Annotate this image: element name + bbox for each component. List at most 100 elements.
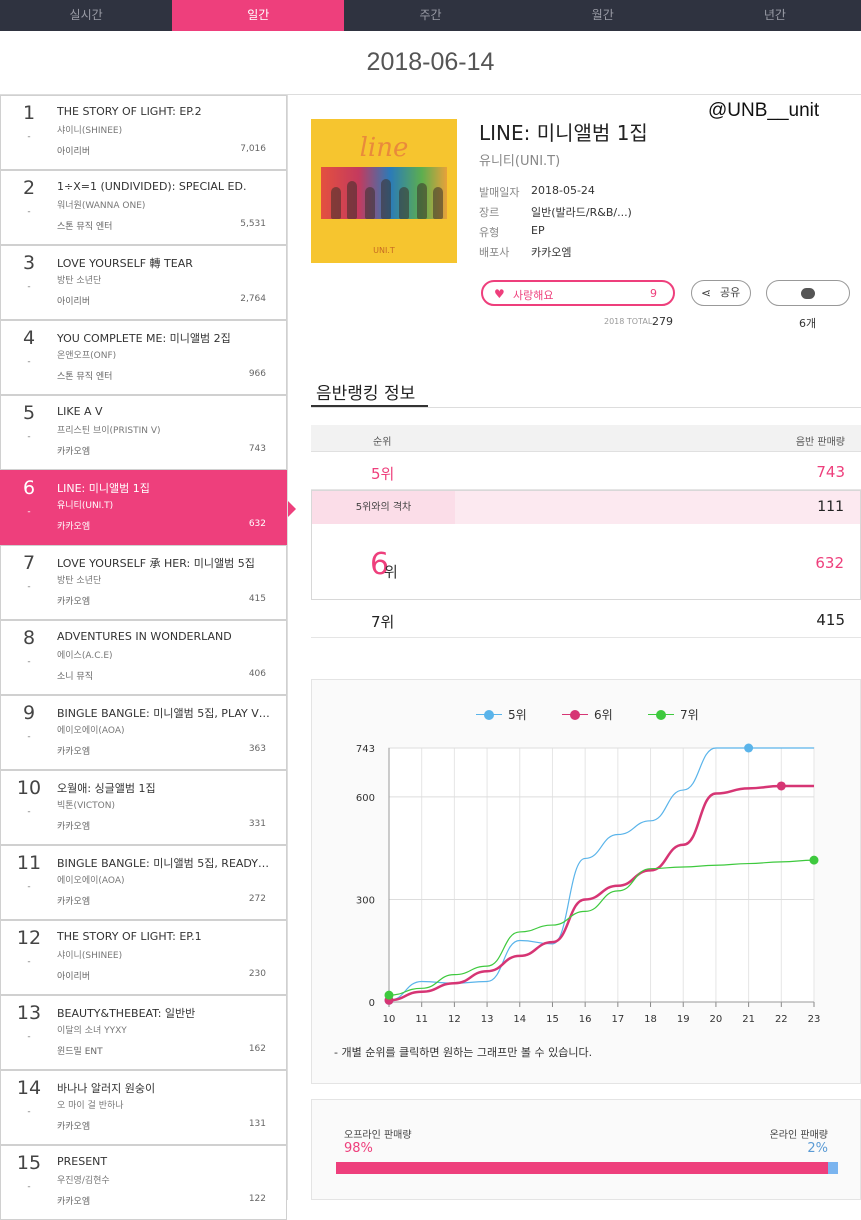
chart-list-row[interactable]: 10 - 오월애: 싱글앨범 1집 빅톤(VICTON) 카카오엠 331 bbox=[0, 770, 287, 845]
rank-number: 10 bbox=[16, 777, 42, 799]
comment-button[interactable] bbox=[766, 280, 850, 306]
legend-label: 5위 bbox=[508, 708, 527, 722]
chart-list-row[interactable]: 5 - LIKE A V 프리스틴 브이(PRISTIN V) 카카오엠 743 bbox=[0, 395, 287, 470]
chart-list-row[interactable]: 4 - YOU COMPLETE ME: 미니앨범 2집 온앤오프(ONF) 스톤 뮤직… bbox=[0, 320, 287, 395]
total-label: 2018 TOTAL bbox=[604, 317, 653, 326]
chart-list-row[interactable]: 6 - LINE: 미니앨범 1집 유니티(UNI.T) 카카오엠 632 bbox=[0, 470, 296, 545]
x-tick-label: 12 bbox=[448, 1014, 461, 1025]
sales-count: 363 bbox=[248, 744, 266, 754]
ranking-row-below: 7위 415 bbox=[311, 600, 861, 638]
rank-number: 7 bbox=[22, 552, 36, 574]
chart-list-row[interactable]: 12 - THE STORY OF LIGHT: EP.1 샤이니(SHINEE) 아이… bbox=[0, 920, 287, 995]
album-title: YOU COMPLETE ME: 미니앨범 2집 bbox=[57, 332, 231, 345]
sales-count: 415 bbox=[248, 594, 266, 604]
album-title: THE STORY OF LIGHT: EP.2 bbox=[57, 105, 202, 118]
rank-change: - bbox=[27, 732, 31, 742]
chart-list-row[interactable]: 15 - PRESENT 우진영/김현수 카카오엠 122 bbox=[0, 1145, 287, 1220]
artist-name: 온앤오프(ONF) bbox=[57, 351, 117, 361]
label-name: 소니 뮤직 bbox=[57, 672, 93, 682]
x-tick-label: 19 bbox=[677, 1014, 690, 1025]
chart-note: - 개별 순위를 클릭하면 원하는 그래프만 볼 수 있습니다. bbox=[334, 1046, 593, 1059]
love-count: 9 bbox=[650, 287, 657, 300]
rank-number: 8 bbox=[22, 627, 36, 649]
meta-key: 배포사 bbox=[479, 246, 510, 259]
rank-value: 7위 bbox=[371, 613, 395, 631]
chart-list-row[interactable]: 1 - THE STORY OF LIGHT: EP.2 샤이니(SHINEE) 아이리… bbox=[0, 95, 287, 170]
rank-change: - bbox=[27, 1182, 31, 1192]
chart-list-row[interactable]: 2 - 1÷X=1 (UNDIVIDED): SPECIAL ED. 워너원(WANN… bbox=[0, 170, 287, 245]
label-name: 아이리버 bbox=[57, 147, 91, 157]
album-title: BEAUTY&THEBEAT: 일반반 bbox=[57, 1007, 196, 1020]
x-tick-label: 23 bbox=[808, 1014, 821, 1025]
sales-count: 7,016 bbox=[240, 144, 266, 154]
share-button[interactable]: ⋖ 공유 bbox=[691, 280, 751, 306]
chart-list-row[interactable]: 14 - 바나나 알러지 원숭이 오 마이 걸 반하나 카카오엠 131 bbox=[0, 1070, 287, 1145]
gap-row: 5위와의 격차 111 bbox=[312, 491, 860, 524]
x-tick-label: 14 bbox=[513, 1014, 526, 1025]
artist-name: 유니티(UNI.T) bbox=[57, 501, 114, 511]
rank-change: - bbox=[27, 882, 31, 892]
tab-daily[interactable]: 일간 bbox=[172, 0, 345, 31]
x-tick-label: 11 bbox=[415, 1014, 428, 1025]
cover-script-text: line bbox=[359, 133, 409, 163]
chart-list-row[interactable]: 7 - LOVE YOURSELF 承 HER: 미니앨범 5집 방탄 소년단 카카오엠… bbox=[0, 545, 287, 620]
rank-number: 2 bbox=[22, 177, 36, 199]
label-name: 스톤 뮤직 엔터 bbox=[57, 222, 113, 232]
rank-change: - bbox=[27, 357, 31, 367]
love-label: 사랑해요 bbox=[513, 289, 554, 302]
album-title: LIKE A V bbox=[57, 405, 103, 418]
label-name: 카카오엠 bbox=[57, 897, 91, 907]
rank-number: 14 bbox=[16, 1077, 42, 1099]
label-name: 윈드밀 ENT bbox=[57, 1047, 103, 1057]
sales-count: 162 bbox=[248, 1044, 266, 1054]
chart-list-row[interactable]: 3 - LOVE YOURSELF 轉 TEAR 방탄 소년단 아이리버 2,764 bbox=[0, 245, 287, 320]
rank-change: - bbox=[27, 957, 31, 967]
legend-dot bbox=[570, 710, 580, 720]
sales-count: 122 bbox=[248, 1194, 266, 1204]
sales-count: 632 bbox=[248, 519, 266, 529]
meta-key: 장르 bbox=[479, 206, 500, 219]
rank-number: 9 bbox=[22, 702, 36, 724]
label-name: 아이리버 bbox=[57, 972, 91, 982]
rank-number: 12 bbox=[16, 927, 42, 949]
chart-list-row[interactable]: 11 - BINGLE BANGLE: 미니앨범 5집, READY VER. 에이오… bbox=[0, 845, 287, 920]
tab-monthly[interactable]: 월간 bbox=[591, 8, 614, 22]
love-button[interactable]: ♥ 사랑해요 9 bbox=[481, 280, 675, 306]
album-title: 1÷X=1 (UNDIVIDED): SPECIAL ED. bbox=[57, 180, 247, 193]
chart-plot: 10 11 12 13 14 15 16 17 18 19 20 21 22 23 0 300 600 743 bbox=[356, 743, 821, 1025]
tab-weekly[interactable]: 주간 bbox=[419, 8, 442, 22]
y-tick-label: 300 bbox=[356, 895, 375, 906]
rank-change: - bbox=[27, 657, 31, 667]
artist-name: 방탄 소년단 bbox=[57, 576, 102, 586]
album-cover[interactable]: line UNI.T bbox=[311, 119, 457, 263]
album-artist[interactable]: 유니티(UNI.T) bbox=[479, 154, 561, 169]
plot-area bbox=[388, 747, 815, 1003]
album-title: THE STORY OF LIGHT: EP.1 bbox=[57, 930, 202, 943]
tab-yearly[interactable]: 년간 bbox=[763, 8, 786, 22]
label-name: 카카오엠 bbox=[57, 1197, 91, 1207]
chart-list-row[interactable]: 13 - BEAUTY&THEBEAT: 일반반 이달의 소녀 YYXY 윈드밀 ENT… bbox=[0, 995, 287, 1070]
sales-trend-chart: 5위 6위 7위 10 11 12 13 14 15 16 17 18 19 20 21 22 23 0 30… bbox=[311, 679, 861, 1084]
rank-number: 1 bbox=[22, 102, 36, 124]
divider bbox=[0, 94, 861, 95]
sales-count: 406 bbox=[248, 669, 266, 679]
legend-label: 6위 bbox=[594, 708, 613, 722]
tab-realtime[interactable]: 실시간 bbox=[69, 8, 103, 22]
rank-number: 5 bbox=[22, 402, 36, 424]
label-name: 카카오엠 bbox=[57, 597, 91, 607]
artist-name: 샤이니(SHINEE) bbox=[57, 951, 123, 961]
speech-bubble-icon bbox=[801, 288, 815, 299]
y-tick-label: 600 bbox=[356, 793, 375, 804]
rank-change: - bbox=[27, 207, 31, 217]
meta-key: 유형 bbox=[479, 226, 500, 239]
rank-change: - bbox=[27, 132, 31, 142]
ranking-table-header: 순위 음반 판매량 bbox=[311, 425, 861, 452]
selected-arrow-icon bbox=[288, 501, 296, 517]
album-title: BINGLE BANGLE: 미니앨범 5집, READY VER. bbox=[57, 857, 272, 870]
album-title: PRESENT bbox=[57, 1155, 108, 1168]
album-title: 바나나 알러지 원숭이 bbox=[57, 1082, 156, 1095]
chart-list-row[interactable]: 8 - ADVENTURES IN WONDERLAND 에이스(A.C.E) 소니 뮤… bbox=[0, 620, 287, 695]
ranking-row-above: 5위 743 bbox=[311, 452, 861, 490]
sales-split-panel: 오프라인 판매량 온라인 판매량 98% 2% bbox=[311, 1099, 861, 1200]
chart-list-row[interactable]: 9 - BINGLE BANGLE: 미니앨범 5집, PLAY VER. 에이오에이… bbox=[0, 695, 287, 770]
